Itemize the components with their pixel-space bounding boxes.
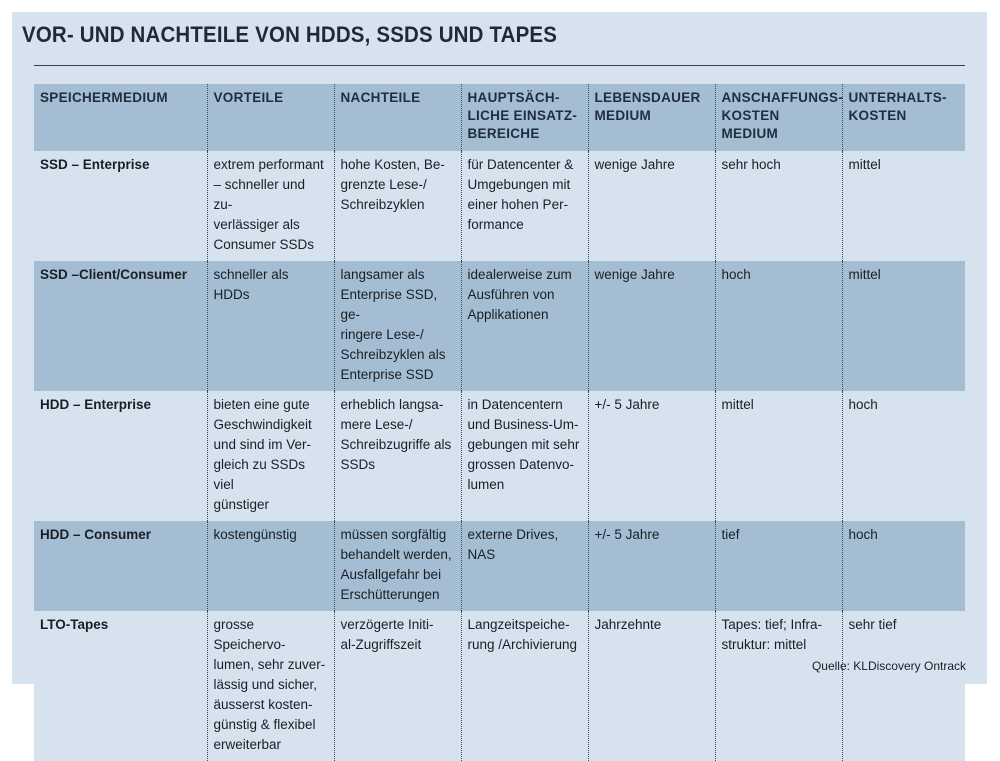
cell-einsatz: für Datencenter & Umgebungen mit einer hoh… (460, 151, 588, 261)
cell-nachteile: hohe Kosten, Be-grenzte Lese-/Schreibzyk… (333, 151, 461, 261)
cell-anschaffung: mittel (714, 391, 842, 521)
col-header-vorteile: VORTEILE (206, 84, 334, 151)
col-header-speichermedium: SPEICHERMEDIUM (34, 84, 207, 151)
cell-medium: HDD – Consumer (34, 521, 207, 611)
cell-unterhalt: mittel (841, 261, 965, 391)
cell-unterhalt: sehr tief (841, 611, 965, 761)
cell-medium: HDD – Enterprise (34, 391, 207, 521)
source-note: Quelle: KLDiscovery Ontrack (811, 659, 966, 673)
cell-medium: SSD –Client/Consumer (34, 261, 207, 391)
cell-lebensdauer: +/- 5 Jahre (587, 521, 715, 611)
cell-vorteile: kostengünstig (206, 521, 334, 611)
table-header-row: SPEICHERMEDIUM VORTEILE NACHTEILE HAUPTS… (34, 84, 965, 151)
cell-einsatz: Langzeitspeiche-rung /Archivierung (460, 611, 588, 761)
cell-nachteile: langsamer als Enterprise SSD, ge-ringere … (333, 261, 461, 391)
col-header-lebensdauer: LEBENSDAUER MEDIUM (587, 84, 715, 151)
cell-medium: LTO-Tapes (34, 611, 207, 761)
cell-lebensdauer: Jahrzehnte (587, 611, 715, 761)
col-header-anschaffungskosten: ANSCHAFFUNGS- KOSTEN MEDIUM (714, 84, 843, 151)
cell-vorteile: grosse Speichervo-lumen, sehr zuver-läss… (206, 611, 334, 761)
cell-anschaffung: tief (714, 521, 842, 611)
cell-einsatz: externe Drives, NAS (460, 521, 588, 611)
page-title: VOR- UND NACHTEILE VON HDDS, SSDS UND TA… (22, 22, 558, 47)
cell-unterhalt: hoch (841, 391, 965, 521)
cell-vorteile: extrem performant – schneller und zu-verl… (206, 151, 334, 261)
col-header-nachteile: NACHTEILE (333, 84, 461, 151)
cell-lebensdauer: +/- 5 Jahre (587, 391, 715, 521)
table-row: SSD – Enterprise extrem performant – schn… (34, 151, 965, 261)
table-row: HDD – Enterprise bieten eine gute Geschwi… (34, 391, 965, 521)
col-header-einsatzbereiche: HAUPTSÄCH- LICHE EINSATZ- BEREICHE (460, 84, 588, 151)
title-divider (34, 65, 965, 66)
comparison-table: SPEICHERMEDIUM VORTEILE NACHTEILE HAUPTS… (34, 84, 965, 761)
cell-einsatz: in Datencentern und Business-Um-gebungen … (460, 391, 588, 521)
cell-medium: SSD – Enterprise (34, 151, 207, 261)
table-row: HDD – Consumer kostengünstig müssen sorg… (34, 521, 965, 611)
cell-nachteile: erheblich langsa-mere Lese-/Schreibzugri… (333, 391, 461, 521)
cell-einsatz: idealerweise zum Ausführen von Applikation… (460, 261, 588, 391)
cell-lebensdauer: wenige Jahre (587, 261, 715, 391)
col-header-unterhaltskosten: UNTERHALTS- KOSTEN (841, 84, 965, 151)
cell-anschaffung: Tapes: tief; Infra-struktur: mittel (714, 611, 842, 761)
cell-unterhalt: hoch (841, 521, 965, 611)
cell-nachteile: verzögerte Initi-al-Zugriffszeit (333, 611, 461, 761)
cell-unterhalt: mittel (841, 151, 965, 261)
table-row: LTO-Tapes grosse Speichervo-lumen, sehr … (34, 611, 965, 761)
table-row: SSD –Client/Consumer schneller als HDDs … (34, 261, 965, 391)
cell-anschaffung: hoch (714, 261, 842, 391)
cell-vorteile: bieten eine gute Geschwindigkeit und sind … (206, 391, 334, 521)
cell-anschaffung: sehr hoch (714, 151, 842, 261)
cell-nachteile: müssen sorgfältig behandelt werden, Ausfal… (333, 521, 461, 611)
cell-lebensdauer: wenige Jahre (587, 151, 715, 261)
cell-vorteile: schneller als HDDs (206, 261, 334, 391)
